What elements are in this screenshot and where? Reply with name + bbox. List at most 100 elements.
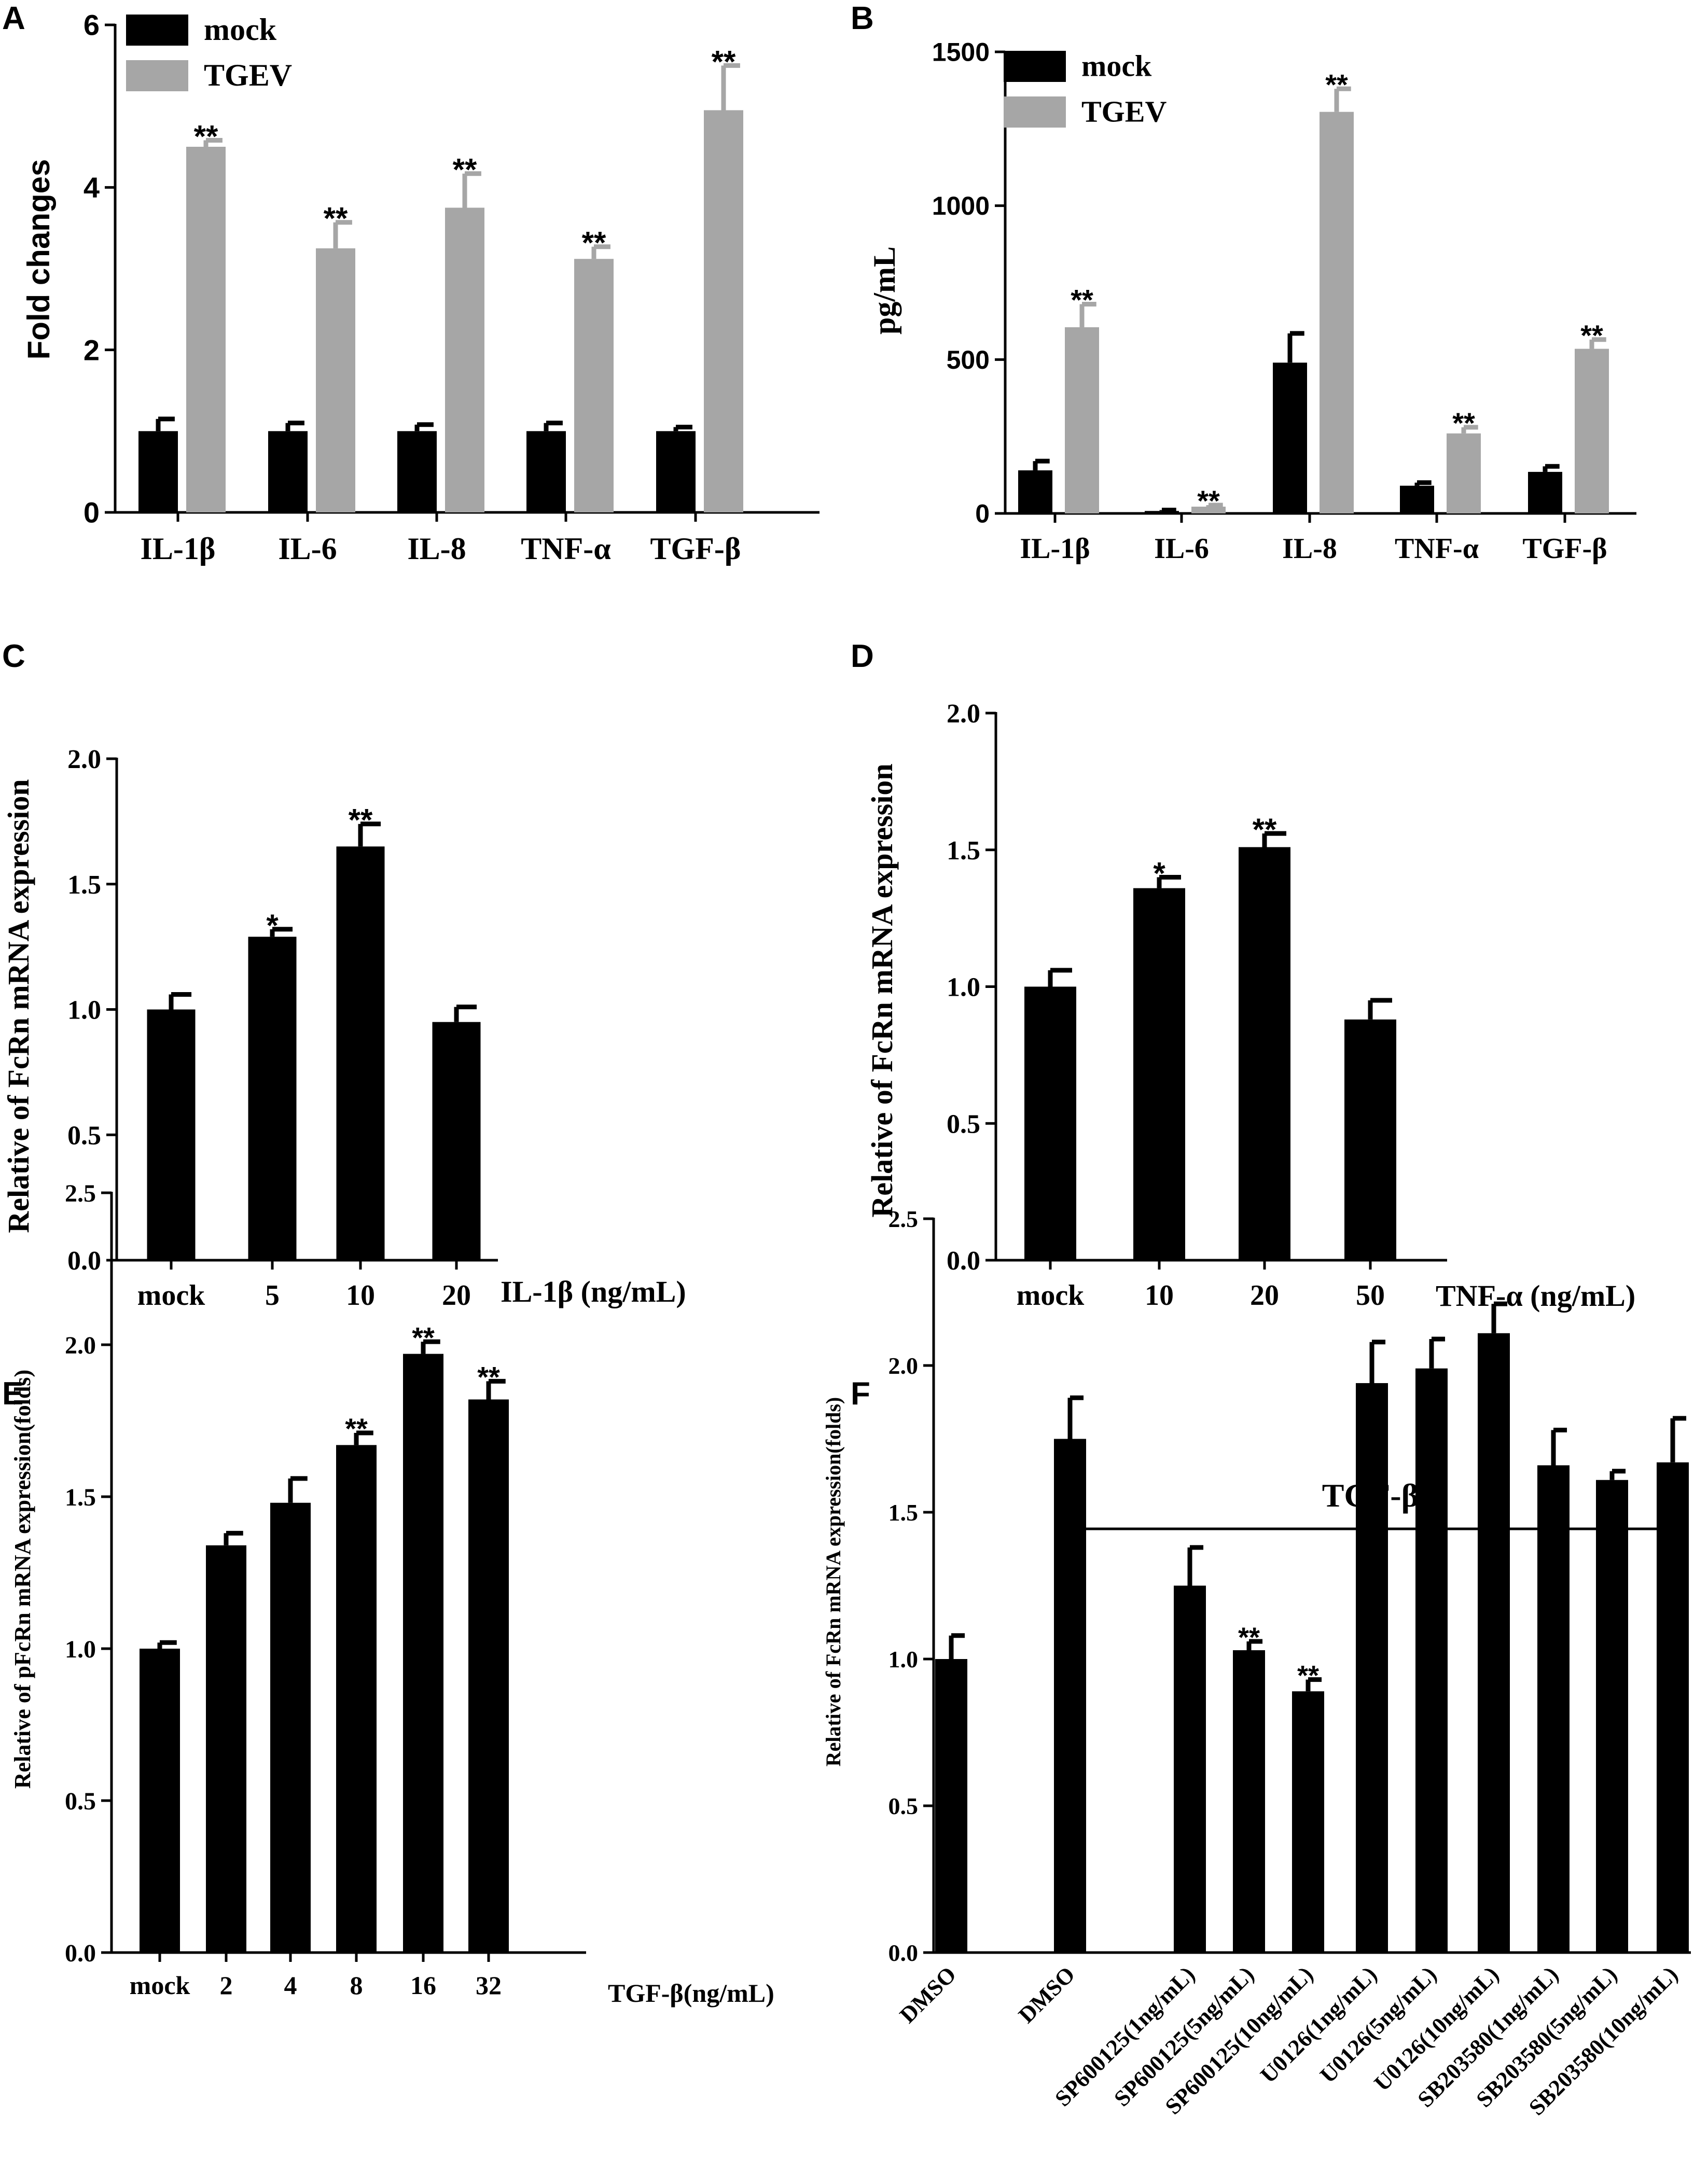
bar-mock bbox=[138, 431, 178, 512]
x-tick-label: 5 bbox=[265, 1279, 280, 1312]
x-tick-label: 10 bbox=[346, 1279, 375, 1312]
panel-c-chart: 0.0 0.5 1.0 1.5 2.0 Relative of FcRn mRNA exp… bbox=[2, 745, 686, 1312]
significance-marker: ** bbox=[345, 1412, 368, 1445]
panel-f-chart: 0.0 0.5 1.0 1.5 2.0 2.5 Relative of FcRn mRNA … bbox=[822, 1206, 1691, 2120]
bar bbox=[432, 1022, 481, 1260]
bar-mock bbox=[1528, 471, 1562, 513]
significance-marker: ** bbox=[194, 119, 218, 154]
bar-mock bbox=[268, 431, 308, 512]
y-tick-label: 1.0 bbox=[947, 973, 980, 1002]
bar bbox=[1344, 1019, 1396, 1260]
bar-tgev bbox=[1575, 349, 1609, 513]
bar-tgev bbox=[186, 147, 226, 512]
legend-label: TGEV bbox=[1081, 95, 1167, 129]
legend-label: TGEV bbox=[204, 58, 292, 92]
x-tick-label: IL-6 bbox=[1154, 533, 1209, 565]
significance-marker: ** bbox=[1297, 1660, 1319, 1691]
significance-marker: * bbox=[266, 908, 279, 943]
bar bbox=[147, 1009, 196, 1260]
significance-marker: ** bbox=[1071, 284, 1093, 316]
bar-tgev bbox=[445, 207, 484, 512]
y-tick-label: 500 bbox=[947, 345, 990, 374]
y-tick-label: 1000 bbox=[932, 191, 990, 220]
y-tick-label: 0.0 bbox=[65, 1940, 96, 1967]
bar bbox=[1415, 1368, 1448, 1953]
bar bbox=[140, 1649, 180, 1953]
panel-letter-d: D bbox=[851, 638, 874, 674]
legend-label: mock bbox=[204, 12, 277, 47]
bar bbox=[1596, 1480, 1628, 1953]
legend-swatch-tgev bbox=[1004, 96, 1066, 128]
y-tick-label: 0.5 bbox=[947, 1109, 980, 1139]
y-tick-label: 2.0 bbox=[888, 1353, 919, 1379]
significance-marker: ** bbox=[1580, 319, 1603, 352]
y-tick-label: 1.0 bbox=[888, 1646, 919, 1673]
x-tick-label: 20 bbox=[442, 1279, 471, 1312]
bar bbox=[1174, 1585, 1206, 1953]
panel-letter-a: A bbox=[2, 1, 25, 36]
bar-mock bbox=[1400, 485, 1434, 513]
y-tick-label: 0.5 bbox=[67, 1121, 101, 1150]
y-tick-label: 1.5 bbox=[947, 836, 980, 866]
bar-mock bbox=[526, 431, 566, 512]
x-tick-label: DMSO bbox=[1013, 1961, 1080, 2028]
x-tick-label: 10 bbox=[1145, 1279, 1174, 1312]
legend-swatch-tgev bbox=[126, 60, 188, 91]
y-tick-label: 1.5 bbox=[67, 870, 101, 900]
x-tick-label: IL-1β bbox=[1020, 533, 1090, 565]
y-tick-label: 2.5 bbox=[888, 1206, 919, 1232]
bar bbox=[336, 1445, 377, 1953]
bar-tgev bbox=[316, 248, 355, 512]
bar bbox=[270, 1502, 311, 1953]
bar bbox=[1133, 888, 1185, 1260]
bar bbox=[1233, 1650, 1265, 1953]
x-tick-label: mock bbox=[137, 1279, 206, 1312]
bar bbox=[1024, 986, 1076, 1260]
panel-letter-b: B bbox=[851, 1, 874, 36]
bar bbox=[468, 1399, 509, 1953]
y-tick-label: 2.0 bbox=[65, 1332, 96, 1359]
bar bbox=[1356, 1383, 1388, 1953]
y-tick-label: 0.0 bbox=[947, 1246, 980, 1276]
y-tick-label: 0 bbox=[84, 496, 100, 529]
bar bbox=[1478, 1333, 1510, 1953]
bar bbox=[935, 1659, 967, 1953]
y-tick-label: 0.0 bbox=[67, 1246, 101, 1276]
significance-marker: ** bbox=[1452, 407, 1475, 439]
y-tick-label: 2.5 bbox=[65, 1180, 96, 1207]
bar bbox=[403, 1354, 443, 1953]
significance-marker: ** bbox=[1253, 812, 1277, 847]
x-axis-label: IL-1β (ng/mL) bbox=[501, 1275, 686, 1308]
panel-d-chart: 0.0 0.5 1.0 1.5 2.0 Relative of FcRn mRNA exp… bbox=[865, 699, 1635, 1313]
x-tick-label: IL-6 bbox=[278, 532, 337, 566]
bar bbox=[336, 846, 385, 1260]
bar-tgev bbox=[1447, 433, 1481, 513]
y-tick-label: 1.0 bbox=[65, 1636, 96, 1663]
bar-tgev bbox=[574, 259, 614, 512]
x-tick-label: IL-1β bbox=[141, 532, 216, 566]
bar-tgev bbox=[704, 110, 743, 512]
panel-e-chart: 0.0 0.5 1.0 1.5 2.0 2.5 Relative of pFcRn mRNA… bbox=[10, 1180, 774, 2008]
y-axis-label: Relative of FcRn mRNA expression bbox=[2, 779, 35, 1233]
bar bbox=[1054, 1439, 1086, 1953]
y-tick-label: 0 bbox=[975, 499, 990, 528]
y-tick-label: 0.0 bbox=[888, 1940, 919, 1966]
x-tick-label: 32 bbox=[476, 1971, 502, 2000]
y-tick-label: 1.5 bbox=[65, 1484, 96, 1511]
bar-tgev bbox=[1191, 506, 1226, 513]
y-axis-label: Relative of pFcRn mRNA expression(folds) bbox=[10, 1370, 35, 1789]
x-tick-label: IL-8 bbox=[1282, 533, 1337, 565]
significance-marker: ** bbox=[712, 44, 736, 79]
x-tick-label: TGF-β bbox=[650, 532, 741, 566]
bar bbox=[1292, 1691, 1324, 1953]
x-tick-label: 20 bbox=[1250, 1279, 1279, 1312]
x-tick-label: mock bbox=[1017, 1279, 1085, 1312]
x-tick-label: TNF-α bbox=[521, 532, 610, 566]
x-tick-label: 8 bbox=[350, 1971, 363, 2000]
y-tick-label: 1.0 bbox=[67, 996, 101, 1025]
bar-tgev bbox=[1065, 327, 1099, 513]
significance-marker: ** bbox=[477, 1361, 500, 1393]
y-tick-label: 2.0 bbox=[947, 699, 980, 729]
x-tick-label: 4 bbox=[284, 1971, 297, 2000]
significance-marker: ** bbox=[324, 201, 348, 236]
